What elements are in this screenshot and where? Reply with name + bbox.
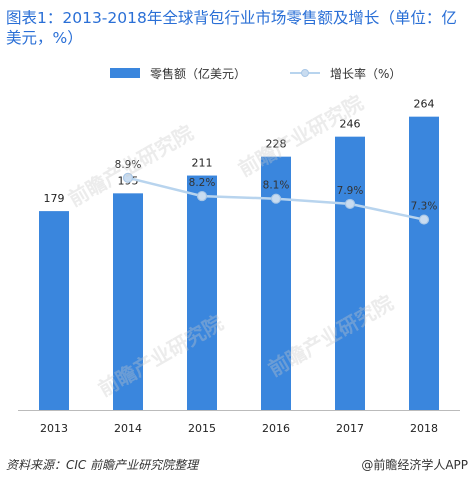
legend-marker-growth [301,69,309,77]
growth-line: 8.9% 8.2% 8.1% 7.9% 7.3% [115,159,438,225]
bar-value-label-2018: 264 [414,98,435,111]
bar-value-label-2017: 246 [340,118,361,131]
growth-value-label-2014: 8.9% [115,159,142,171]
source-note: 资料来源：CIC 前瞻产业研究院整理 [6,458,199,472]
growth-point-2018 [418,214,430,225]
bar-value-label-2016: 228 [266,138,287,151]
legend-label-growth: 增长率（%） [330,66,401,81]
growth-point-2017 [344,198,356,210]
growth-point-2015 [196,190,208,202]
bar-2018 [409,116,439,411]
growth-value-label-2016: 8.1% [263,180,290,192]
x-tick-2014: 2014 [114,422,142,435]
x-tick-2015: 2015 [188,422,216,435]
x-tick-2013: 2013 [40,422,68,435]
bar-value-label-2013: 179 [44,192,65,205]
x-tick-2016: 2016 [262,422,290,435]
bar-2013 [39,211,69,410]
brand-credit: @前瞻经济学人APP [361,458,468,472]
chart-title: 图表1：2013-2018年全球背包行业市场零售额及增长（单位：亿美元，%） [6,9,457,47]
growth-point-2014 [122,172,134,183]
legend: 零售额（亿美元） 增长率（%） [110,66,401,81]
growth-value-label-2018: 7.3% [411,201,438,213]
x-axis: 2013 2014 2015 2016 2017 2018 [18,410,460,435]
legend-swatch-retail [110,68,140,78]
bar-2014 [113,193,143,410]
growth-point-2016 [270,193,282,204]
growth-value-label-2017: 7.9% [337,185,364,197]
bar-2015 [187,175,217,410]
x-tick-2018: 2018 [410,422,438,435]
legend-label-retail: 零售额（亿美元） [150,66,246,81]
bars: 179195211228246264 [39,98,439,411]
growth-value-label-2015: 8.2% [189,177,216,189]
bar-2017 [335,136,365,410]
bar-value-label-2015: 211 [192,157,213,170]
x-tick-2017: 2017 [336,422,364,435]
